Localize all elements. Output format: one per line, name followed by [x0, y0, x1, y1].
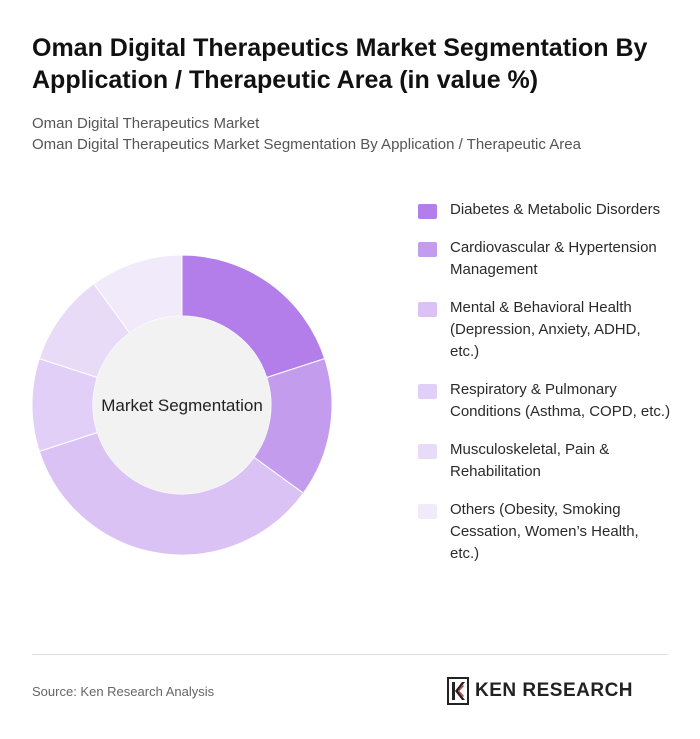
subtitle-line-2: Oman Digital Therapeutics Market Segment… [32, 136, 581, 153]
legend-label: Cardiovascular & Hypertension Management [450, 239, 657, 278]
legend-label: Diabetes & Metabolic Disorders [450, 201, 661, 218]
legend-label: Others (Obesity, Smoking Cessation, Wome… [450, 501, 639, 562]
legend-label: Respiratory & Pulmonary Conditions (Asth… [450, 381, 671, 420]
legend-swatch [418, 302, 437, 317]
chart-title: Oman Digital Therapeutics Market Segment… [32, 34, 648, 94]
legend-item-4: Respiratory & Pulmonary Conditions (Asth… [418, 379, 678, 423]
donut-chart: Market Segmentation [32, 255, 332, 555]
ken-research-logo: KEN RESEARCH [447, 677, 633, 705]
legend-label: Musculoskeletal, Pain & Rehabilitation [450, 441, 610, 480]
legend-item-3: Mental & Behavioral Health (Depression, … [418, 297, 678, 363]
legend-item-1: Diabetes & Metabolic Disorders [418, 199, 678, 221]
legend-swatch [418, 504, 437, 519]
legend-label: Mental & Behavioral Health (Depression, … [450, 299, 641, 360]
ken-research-logo-icon [447, 677, 469, 705]
footer-divider [32, 654, 668, 655]
legend-item-5: Musculoskeletal, Pain & Rehabilitation [418, 439, 678, 483]
donut-center-label: Market Segmentation [101, 396, 263, 415]
legend-swatch [418, 384, 437, 399]
chart-subtitle: Oman Digital Therapeutics Market Oman Di… [32, 113, 672, 155]
subtitle-line-1: Oman Digital Therapeutics Market [32, 115, 260, 132]
legend-swatch [418, 444, 437, 459]
donut-center [93, 316, 271, 494]
chart-legend: Diabetes & Metabolic Disorders Cardiovasc… [418, 199, 678, 581]
legend-swatch [418, 204, 437, 219]
source-note: Source: Ken Research Analysis [32, 684, 215, 699]
legend-item-6: Others (Obesity, Smoking Cessation, Wome… [418, 499, 678, 565]
donut-chart-svg: Market Segmentation [32, 255, 332, 555]
legend-item-2: Cardiovascular & Hypertension Management [418, 237, 678, 281]
legend-swatch [418, 242, 437, 257]
ken-research-logo-text: KEN RESEARCH [475, 680, 634, 701]
